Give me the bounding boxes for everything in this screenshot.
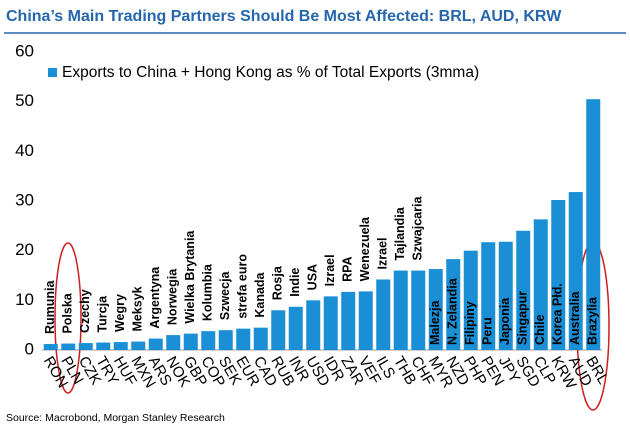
bar	[323, 296, 338, 350]
bar	[533, 219, 548, 350]
highlight	[54, 242, 82, 394]
bar	[376, 279, 391, 350]
bar-annotation: Argentyna	[148, 266, 162, 329]
bar-annotation: Wegry	[113, 294, 127, 332]
y-tick-label: 30	[15, 190, 34, 209]
bar-annotation: N. Zelandia	[446, 277, 460, 345]
bar-annotation: USA	[306, 264, 320, 290]
bar	[411, 270, 426, 350]
bar-annotation: strefa euro	[236, 254, 250, 319]
bar	[201, 331, 216, 350]
bar-annotation: Korea Płd.	[551, 283, 565, 345]
bar-annotation: Izrael	[323, 254, 337, 286]
bar-annotation: Australia	[568, 290, 582, 345]
bar	[271, 310, 286, 350]
bar	[428, 269, 443, 350]
bar	[78, 343, 93, 350]
bar-annotation: Wielka Brytania	[183, 230, 197, 324]
bar-annotation: Izrael	[376, 238, 390, 270]
y-tick-label: 60	[15, 41, 34, 60]
y-tick-label: 50	[15, 91, 34, 110]
bar-annotation: Turcja	[96, 295, 110, 333]
bar	[568, 192, 583, 350]
bar-annotation: Czechy	[78, 289, 92, 333]
bar-annotation: Kolumbia	[201, 263, 215, 321]
bar-annotation: Rosja	[271, 265, 285, 300]
bar-annotation: RPA	[341, 256, 355, 281]
bar	[393, 270, 408, 350]
bar	[516, 230, 531, 350]
bar	[446, 259, 461, 350]
bar-annotation: Kanada	[253, 271, 267, 317]
bar	[253, 327, 268, 350]
source: Source: Macrobond, Morgan Stanley Resear…	[6, 412, 225, 424]
bar	[586, 99, 601, 350]
bar-annotation: Rumunia	[43, 280, 57, 335]
bar-annotation: Norwegia	[166, 268, 180, 325]
bar	[498, 241, 513, 350]
bar-annotation: Malezja	[428, 299, 442, 345]
bar-annotation: Tajlandia	[393, 206, 407, 260]
chart-title: China’s Main Trading Partners Should Be …	[6, 8, 562, 25]
y-tick-label: 20	[15, 240, 34, 259]
bar-annotation: Filipiny	[463, 301, 477, 345]
bar	[551, 200, 566, 350]
bar-annotation: Singapur	[516, 291, 530, 345]
legend-label: Exports to China + Hong Kong as % of Tot…	[62, 64, 479, 81]
bar	[218, 330, 233, 350]
bar	[341, 291, 356, 350]
bar	[96, 342, 111, 350]
bar	[113, 342, 128, 350]
bar-annotation: Szwecja	[218, 270, 232, 320]
bar-annotation: Brazylia	[586, 296, 600, 345]
bar-annotation: Szwajcaria	[411, 196, 425, 261]
legend-swatch	[48, 68, 57, 77]
bar-annotation: Indie	[288, 268, 302, 297]
bar	[131, 341, 146, 350]
bar	[183, 333, 198, 350]
bar	[166, 335, 181, 350]
bar	[148, 338, 163, 350]
y-tick-label: 10	[15, 290, 34, 309]
bar-annotation: Polska	[61, 292, 75, 333]
bar-annotation: Japonia	[498, 297, 512, 345]
bar	[61, 343, 76, 350]
bar	[306, 300, 321, 350]
bar-annotation: Wenezuela	[358, 216, 372, 281]
bar	[358, 291, 373, 350]
bar	[463, 250, 478, 350]
y-tick-label: 40	[15, 141, 34, 160]
bar	[481, 242, 496, 350]
bar-annotation: Meksyk	[131, 286, 145, 331]
bar	[288, 306, 303, 350]
bar	[236, 328, 251, 350]
bar	[43, 344, 58, 350]
bar-annotation: Chile	[533, 314, 547, 345]
bar-annotation: Peru	[481, 317, 495, 345]
y-tick-label: 0	[25, 339, 34, 358]
